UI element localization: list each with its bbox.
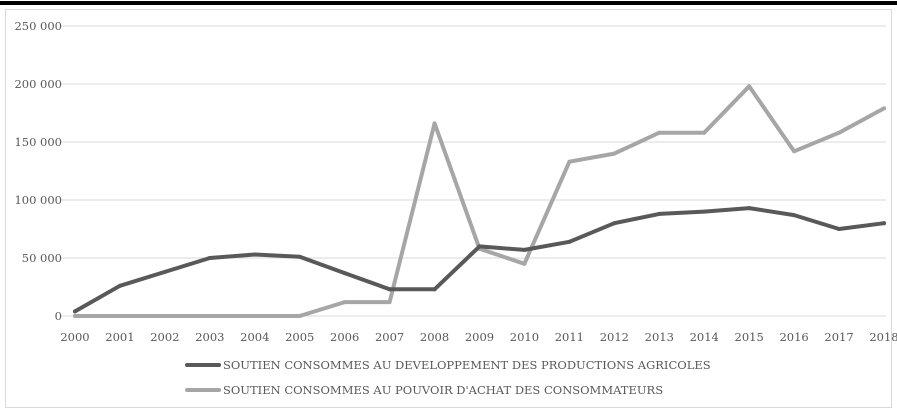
data-point xyxy=(73,314,77,318)
y-axis-tick-labels: 0 50 000 100 000 150 000 200 000 250 000 xyxy=(14,19,62,323)
data-point xyxy=(117,314,122,318)
data-point xyxy=(522,261,527,266)
data-point xyxy=(207,314,212,318)
data-point xyxy=(612,221,617,226)
data-point xyxy=(882,106,886,111)
y-tick-label: 100 000 xyxy=(14,193,62,207)
x-tick-label: 2009 xyxy=(465,330,494,344)
y-tick-label: 150 000 xyxy=(14,135,62,149)
data-point xyxy=(657,211,662,216)
data-point xyxy=(702,130,707,135)
data-point xyxy=(792,213,797,218)
data-point xyxy=(297,314,302,318)
y-tick-label: 0 xyxy=(55,309,62,323)
legend-label: SOUTIEN CONSOMMES AU DEVELOPPEMENT DES P… xyxy=(223,358,711,372)
data-point xyxy=(387,287,392,292)
y-tick-label: 200 000 xyxy=(14,77,62,91)
x-tick-label: 2006 xyxy=(330,330,359,344)
data-point xyxy=(162,314,167,318)
data-point xyxy=(73,309,77,314)
data-point xyxy=(882,221,886,226)
data-point xyxy=(837,130,842,135)
x-tick-label: 2014 xyxy=(690,330,719,344)
x-tick-label: 2008 xyxy=(420,330,449,344)
gridlines xyxy=(60,25,886,317)
data-point xyxy=(657,130,662,135)
data-point xyxy=(837,227,842,231)
data-point xyxy=(387,300,392,305)
x-tick-label: 2015 xyxy=(735,330,764,344)
x-tick-label: 2005 xyxy=(285,330,314,344)
legend: SOUTIEN CONSOMMES AU DEVELOPPEMENT DES P… xyxy=(185,358,711,397)
data-point xyxy=(252,252,257,257)
legend-label: SOUTIEN CONSOMMES AU POUVOIR D'ACHAT DES… xyxy=(223,383,663,397)
data-point xyxy=(297,254,302,259)
plot-border xyxy=(5,9,892,408)
x-axis-tick-labels: 2000 2001 2002 2003 2004 2005 2006 2007 2008 2009… xyxy=(60,330,897,344)
data-point xyxy=(117,283,122,288)
x-tick-label: 2018 xyxy=(869,330,897,344)
data-point xyxy=(432,121,437,126)
series-lines xyxy=(73,84,886,318)
data-point xyxy=(792,149,797,154)
series-line-1 xyxy=(73,84,886,318)
x-tick-label: 2000 xyxy=(60,330,89,344)
x-tick-label: 2004 xyxy=(240,330,269,344)
data-point xyxy=(162,269,167,274)
data-point xyxy=(702,209,707,214)
data-point xyxy=(612,151,617,156)
x-tick-label: 2013 xyxy=(645,330,674,344)
data-point xyxy=(567,239,572,244)
x-tick-label: 2016 xyxy=(779,330,808,344)
x-tick-label: 2003 xyxy=(195,330,224,344)
data-point xyxy=(477,244,482,249)
x-tick-label: 2012 xyxy=(600,330,629,344)
x-tick-label: 2002 xyxy=(150,330,179,344)
data-point xyxy=(567,159,572,164)
data-point xyxy=(342,271,347,276)
data-point xyxy=(252,314,257,318)
x-tick-label: 2017 xyxy=(824,330,853,344)
data-point xyxy=(342,300,347,305)
x-tick-label: 2011 xyxy=(555,330,584,344)
y-tick-label: 50 000 xyxy=(22,251,62,265)
data-point xyxy=(747,206,752,211)
x-tick-label: 2007 xyxy=(375,330,404,344)
x-tick-label: 2010 xyxy=(510,330,539,344)
series-line-0 xyxy=(73,206,886,314)
x-tick-label: 2001 xyxy=(105,330,134,344)
data-point xyxy=(432,287,437,292)
y-tick-label: 250 000 xyxy=(14,19,62,33)
data-point xyxy=(747,84,752,89)
data-point xyxy=(207,256,212,260)
data-point xyxy=(522,247,527,252)
